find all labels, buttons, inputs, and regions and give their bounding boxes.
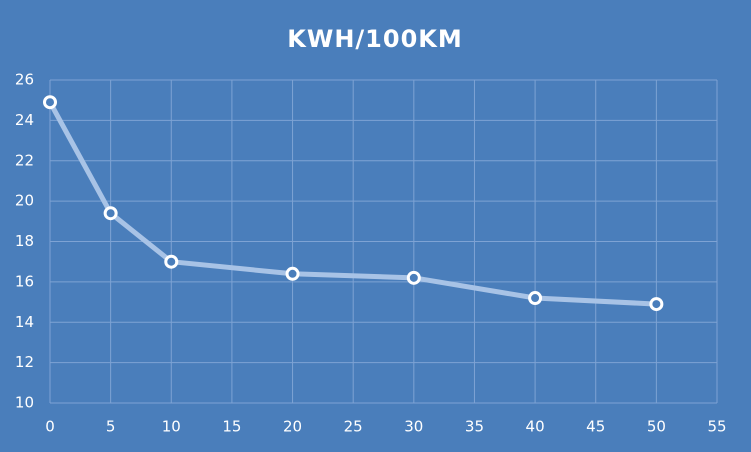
x-tick-label: 20 — [283, 418, 302, 436]
x-tick-label: 45 — [586, 418, 605, 436]
x-tick-label: 50 — [647, 418, 666, 436]
y-tick-label: 10 — [15, 394, 34, 412]
x-tick-label: 40 — [526, 418, 545, 436]
data-point — [164, 254, 179, 269]
data-point — [649, 297, 664, 312]
y-tick-label: 22 — [15, 151, 34, 169]
x-tick-label: 25 — [344, 418, 363, 436]
x-tick-label: 55 — [707, 418, 726, 436]
y-tick-label: 16 — [15, 272, 34, 290]
data-point — [103, 206, 118, 221]
x-tick-label: 35 — [465, 418, 484, 436]
data-point — [406, 270, 421, 285]
x-tick-label: 0 — [45, 418, 55, 436]
y-tick-label: 24 — [15, 111, 34, 129]
x-tick-label: 30 — [404, 418, 423, 436]
y-tick-label: 26 — [15, 71, 34, 89]
data-point — [285, 266, 300, 281]
data-point — [528, 291, 543, 306]
y-tick-label: 12 — [15, 353, 34, 371]
y-tick-label: 20 — [15, 192, 34, 210]
y-tick-label: 18 — [15, 232, 34, 250]
x-tick-label: 15 — [222, 418, 241, 436]
data-point — [43, 95, 57, 110]
x-tick-label: 10 — [162, 418, 181, 436]
x-tick-label: 5 — [106, 418, 116, 436]
y-tick-label: 14 — [15, 313, 34, 331]
chart-title: KWH/100KM — [287, 25, 463, 53]
